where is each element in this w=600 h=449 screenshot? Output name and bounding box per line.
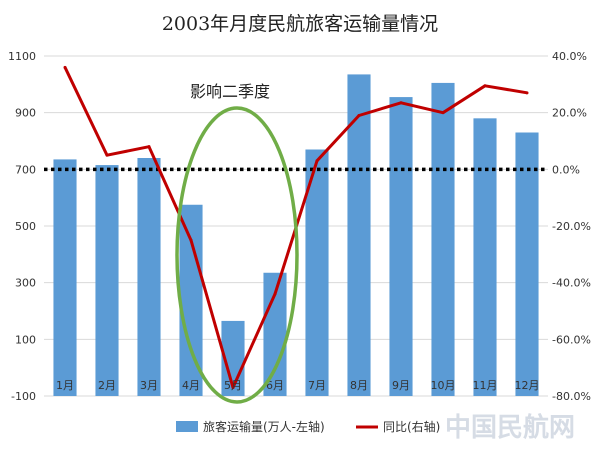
y-left-axis: -100 100 300 500 700 900 1100 bbox=[8, 50, 36, 403]
annotation-text: 影响二季度 bbox=[190, 82, 270, 101]
line-point bbox=[147, 145, 151, 149]
line-point bbox=[357, 114, 361, 117]
x-tick-label: 7月 bbox=[308, 379, 326, 392]
x-tick-label: 5月 bbox=[224, 379, 242, 392]
x-tick-label: 6月 bbox=[266, 379, 284, 392]
x-tick-label: 1月 bbox=[56, 379, 74, 392]
line-point bbox=[189, 238, 193, 242]
y-left-tick-label: 900 bbox=[15, 107, 36, 120]
y-right-tick-label: -60.0% bbox=[552, 333, 591, 346]
chart-title: 2003年月度民航旅客运输量情况 bbox=[162, 13, 438, 35]
legend-label-bars: 旅客运输量(万人-左轴) bbox=[203, 419, 325, 434]
legend-swatch-bars bbox=[176, 421, 198, 432]
line-point bbox=[63, 65, 67, 69]
y-left-tick-label: 300 bbox=[15, 277, 36, 290]
line-point bbox=[399, 101, 403, 105]
bar bbox=[347, 74, 371, 397]
x-tick-label: 3月 bbox=[140, 379, 158, 392]
y-right-tick-label: -40.0% bbox=[552, 277, 591, 290]
annotation-ellipse bbox=[175, 106, 299, 404]
watermark: 中国民航网 bbox=[445, 412, 575, 443]
bar bbox=[431, 82, 455, 397]
y-left-tick-label: 700 bbox=[15, 163, 36, 176]
line-point bbox=[483, 84, 487, 88]
line-point bbox=[105, 153, 109, 157]
bar bbox=[53, 159, 77, 396]
x-axis: 1月 2月 3月 4月 5月 6月 7月 8月 9月 10月 11月 12月 bbox=[56, 379, 540, 392]
y-right-tick-label: 0.0% bbox=[552, 163, 580, 176]
legend: 旅客运输量(万人-左轴) 同比(右轴) bbox=[176, 419, 440, 434]
y-right-tick-label: 40.0% bbox=[552, 50, 587, 63]
y-right-tick-label: -20.0% bbox=[552, 220, 591, 233]
bar bbox=[473, 118, 497, 396]
y-right-tick-label: -80.0% bbox=[552, 390, 591, 403]
y-right-axis: -80.0% -60.0% -40.0% -20.0% 0.0% 20.0% 40.0% bbox=[552, 50, 591, 403]
y-left-tick-label: 1100 bbox=[8, 50, 36, 63]
legend-label-line: 同比(右轴) bbox=[383, 419, 440, 434]
x-tick-label: 10月 bbox=[431, 379, 456, 392]
bar bbox=[95, 165, 119, 396]
x-tick-label: 11月 bbox=[473, 379, 498, 392]
bar bbox=[305, 149, 329, 396]
y-right-tick-label: 20.0% bbox=[552, 107, 587, 120]
y-left-tick-label: 100 bbox=[15, 333, 36, 346]
x-tick-label: 8月 bbox=[350, 379, 368, 392]
annotation: 影响二季度 bbox=[175, 82, 299, 404]
x-tick-label: 9月 bbox=[392, 379, 410, 392]
x-tick-label: 2月 bbox=[98, 379, 116, 392]
line-point bbox=[273, 292, 277, 296]
line-point bbox=[231, 386, 235, 389]
line-point bbox=[315, 159, 319, 163]
y-left-tick-label: 500 bbox=[15, 220, 36, 233]
x-tick-label: 4月 bbox=[182, 379, 200, 392]
bar bbox=[389, 97, 413, 396]
bar-series bbox=[53, 74, 539, 397]
bar bbox=[137, 158, 161, 396]
bar bbox=[179, 204, 203, 396]
bar bbox=[515, 132, 539, 396]
x-tick-label: 12月 bbox=[515, 379, 540, 392]
line-point bbox=[525, 91, 529, 95]
line-point bbox=[441, 111, 445, 115]
y-left-tick-label: -100 bbox=[11, 390, 36, 403]
